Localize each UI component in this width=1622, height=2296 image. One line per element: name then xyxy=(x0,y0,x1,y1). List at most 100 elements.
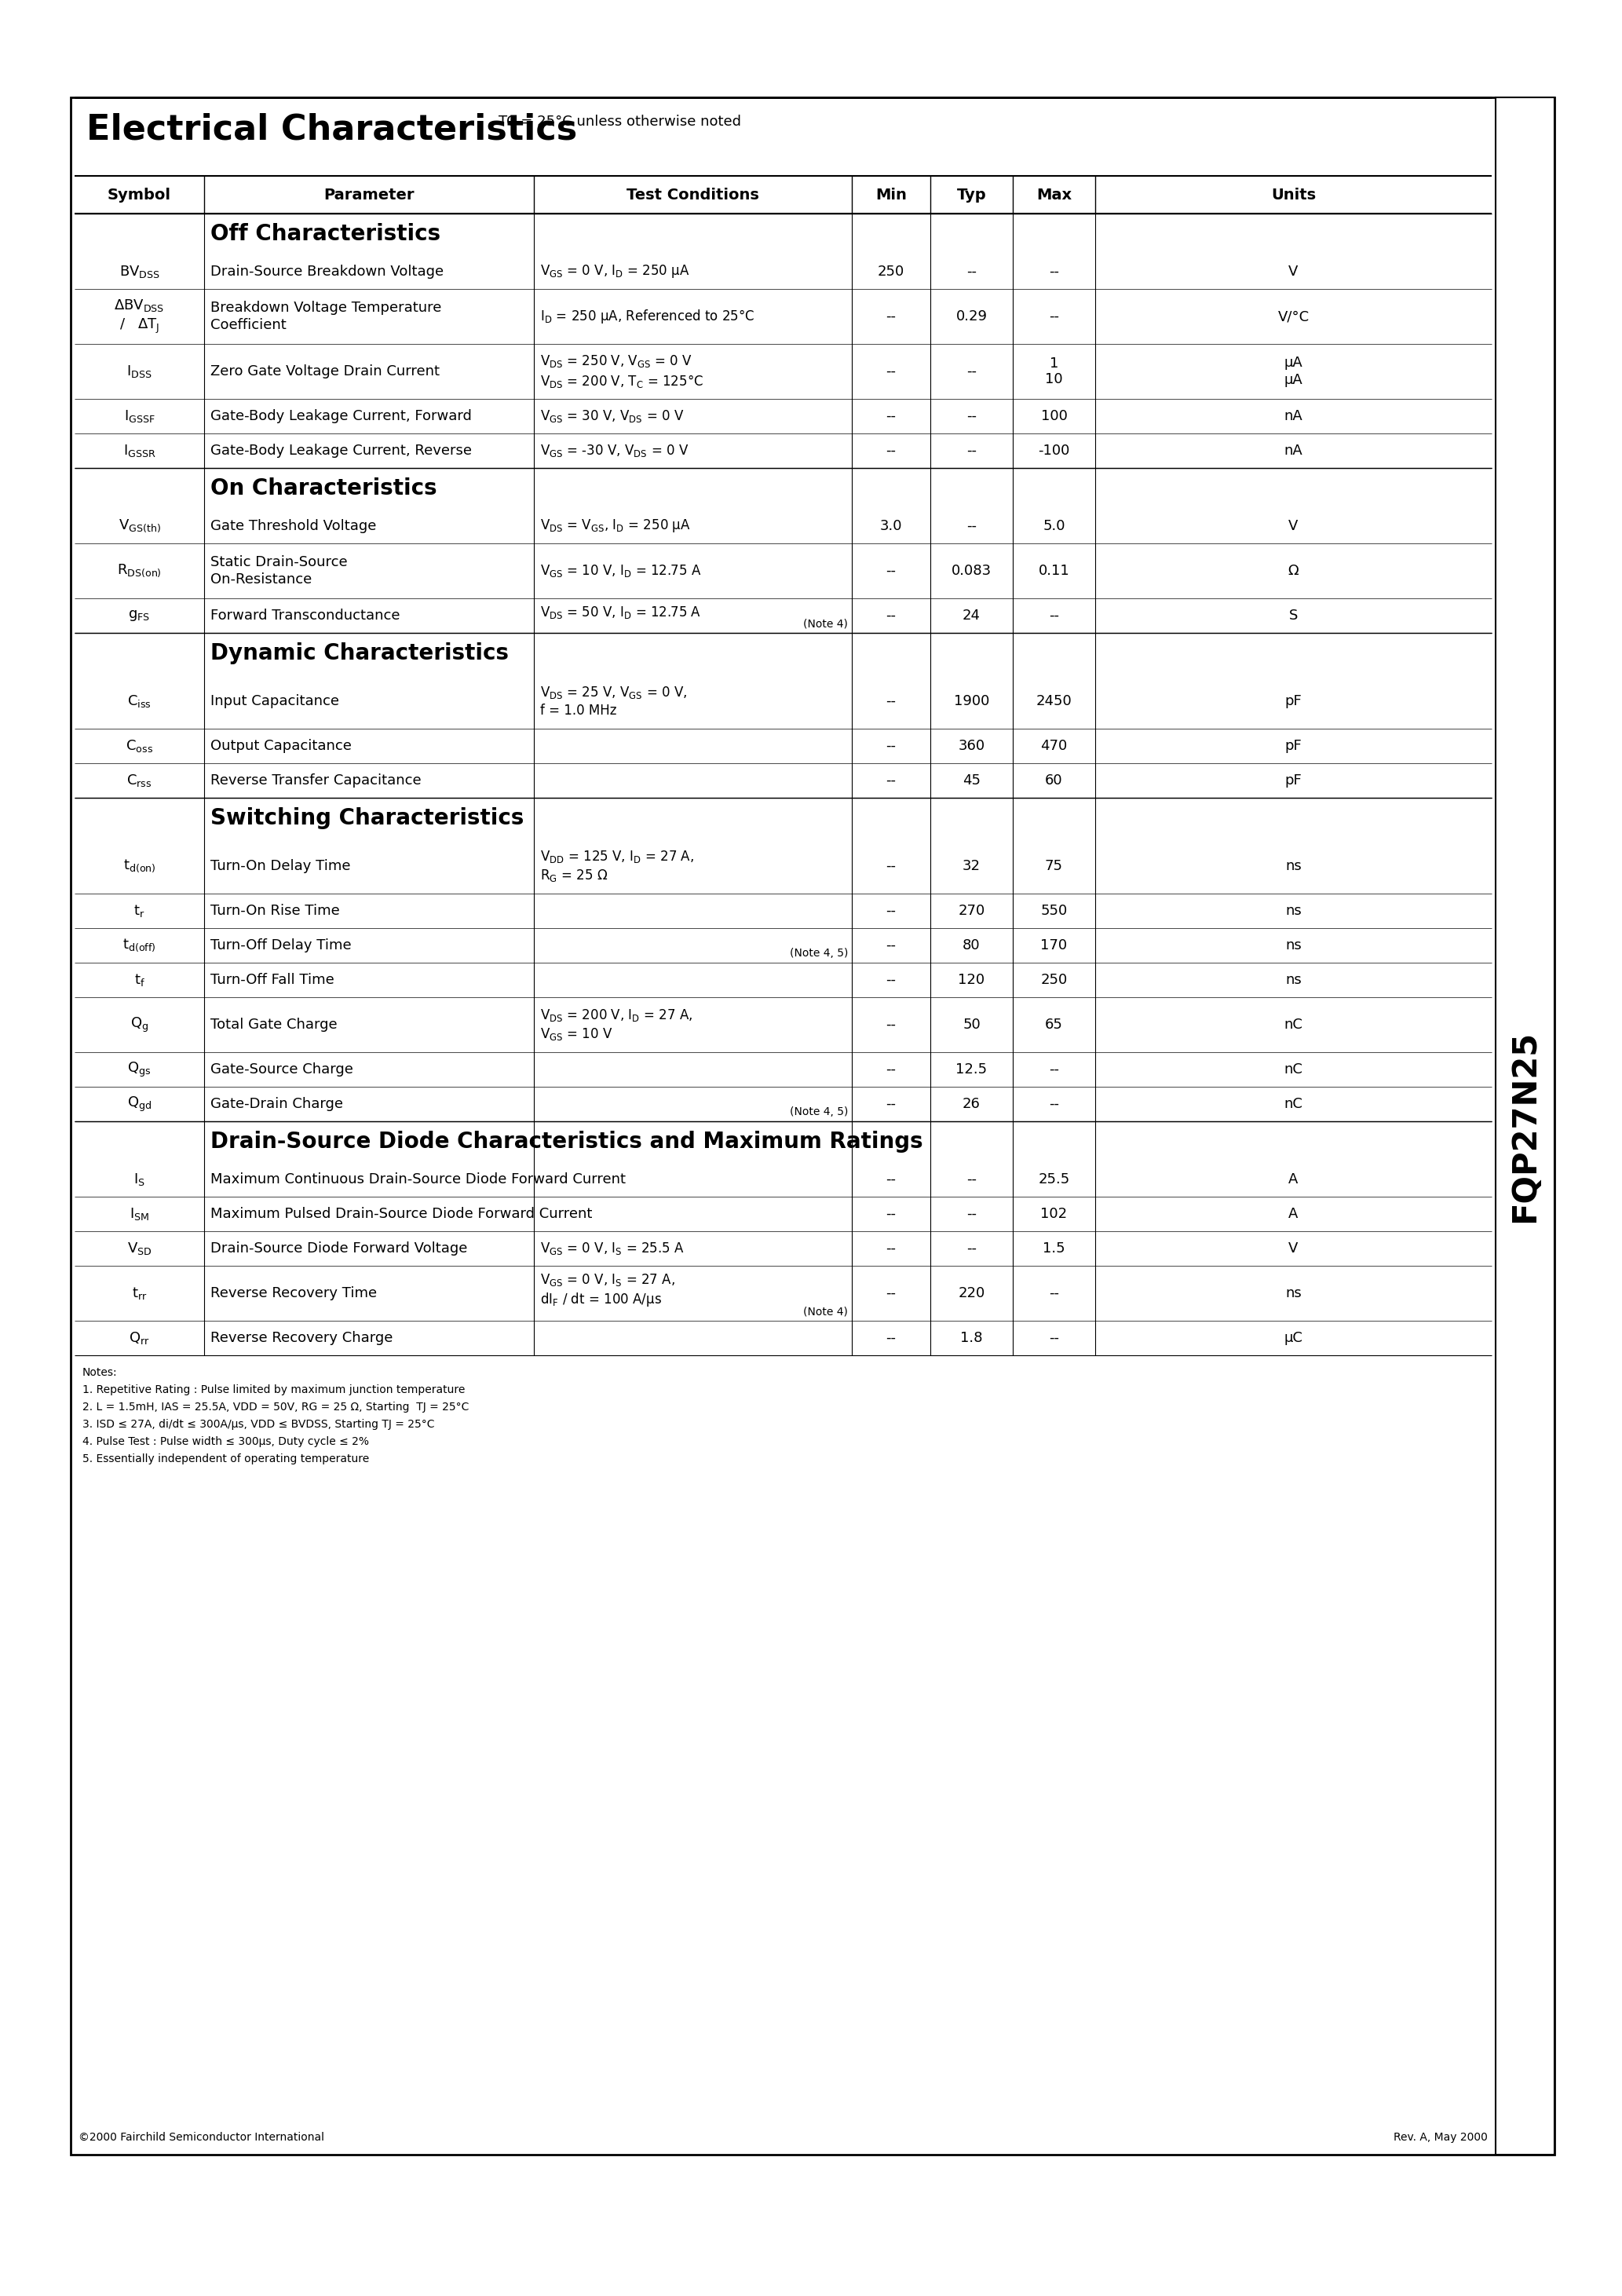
Text: --: -- xyxy=(967,1208,976,1221)
Text: --: -- xyxy=(1049,1097,1059,1111)
Text: A: A xyxy=(1288,1208,1298,1221)
Text: V$_{\mathregular{GS}}$ = 10 V, I$_{\mathregular{D}}$ = 12.75 A: V$_{\mathregular{GS}}$ = 10 V, I$_{\math… xyxy=(540,563,701,579)
Text: 250: 250 xyxy=(878,264,905,278)
Text: --: -- xyxy=(886,739,897,753)
Text: nC: nC xyxy=(1285,1063,1302,1077)
Text: Gate-Drain Charge: Gate-Drain Charge xyxy=(211,1097,344,1111)
Text: V$_{\mathregular{GS}}$ = -30 V, V$_{\mathregular{DS}}$ = 0 V: V$_{\mathregular{GS}}$ = -30 V, V$_{\mat… xyxy=(540,443,689,459)
Text: ns: ns xyxy=(1285,859,1301,872)
Text: μA
μA: μA μA xyxy=(1285,356,1302,388)
Text: C$_{\mathregular{oss}}$: C$_{\mathregular{oss}}$ xyxy=(125,737,152,753)
Text: --: -- xyxy=(886,365,897,379)
Text: V$_{\mathregular{DS}}$ = V$_{\mathregular{GS}}$, I$_{\mathregular{D}}$ = 250 μA: V$_{\mathregular{DS}}$ = V$_{\mathregula… xyxy=(540,519,691,535)
Text: Gate-Source Charge: Gate-Source Charge xyxy=(211,1063,354,1077)
Text: 100: 100 xyxy=(1041,409,1067,422)
Bar xyxy=(71,96,1554,2154)
Text: 25.5: 25.5 xyxy=(1038,1173,1071,1187)
Text: --: -- xyxy=(967,1173,976,1187)
Text: 60: 60 xyxy=(1045,774,1062,788)
Text: V$_{\mathregular{DS}}$ = 25 V, V$_{\mathregular{GS}}$ = 0 V,
f = 1.0 MHz: V$_{\mathregular{DS}}$ = 25 V, V$_{\math… xyxy=(540,684,688,719)
Text: Drain-Source Diode Forward Voltage: Drain-Source Diode Forward Voltage xyxy=(211,1242,467,1256)
Text: Max: Max xyxy=(1036,188,1072,202)
Text: Turn-On Delay Time: Turn-On Delay Time xyxy=(211,859,350,872)
Text: --: -- xyxy=(967,443,976,457)
Text: t$_{\mathregular{d(off)}}$: t$_{\mathregular{d(off)}}$ xyxy=(123,937,156,953)
Text: 2. L = 1.5mH, IAS = 25.5A, VDD = 50V, RG = 25 Ω, Starting  TJ = 25°C: 2. L = 1.5mH, IAS = 25.5A, VDD = 50V, RG… xyxy=(83,1401,469,1412)
Text: --: -- xyxy=(886,774,897,788)
Text: Static Drain-Source
On-Resistance: Static Drain-Source On-Resistance xyxy=(211,556,347,588)
Text: 80: 80 xyxy=(963,939,980,953)
Text: --: -- xyxy=(967,519,976,533)
Text: 5.0: 5.0 xyxy=(1043,519,1066,533)
Text: g$_{\mathregular{FS}}$: g$_{\mathregular{FS}}$ xyxy=(128,608,151,622)
Text: V$_{\mathregular{SD}}$: V$_{\mathregular{SD}}$ xyxy=(127,1240,152,1256)
Text: Reverse Transfer Capacitance: Reverse Transfer Capacitance xyxy=(211,774,422,788)
Text: I$_{\mathregular{DSS}}$: I$_{\mathregular{DSS}}$ xyxy=(127,363,152,379)
Text: pF: pF xyxy=(1285,774,1302,788)
Text: --: -- xyxy=(886,310,897,324)
Text: Total Gate Charge: Total Gate Charge xyxy=(211,1017,337,1031)
Text: ns: ns xyxy=(1285,974,1301,987)
Text: Typ: Typ xyxy=(957,188,986,202)
Text: 470: 470 xyxy=(1041,739,1067,753)
Text: 2450: 2450 xyxy=(1036,693,1072,707)
Text: 1
10: 1 10 xyxy=(1045,356,1062,386)
Text: Output Capacitance: Output Capacitance xyxy=(211,739,352,753)
Text: --: -- xyxy=(967,409,976,422)
Text: --: -- xyxy=(886,1208,897,1221)
Text: Maximum Continuous Drain-Source Diode Forward Current: Maximum Continuous Drain-Source Diode Fo… xyxy=(211,1173,626,1187)
Text: C$_{\mathregular{iss}}$: C$_{\mathregular{iss}}$ xyxy=(127,693,151,709)
Text: Reverse Recovery Charge: Reverse Recovery Charge xyxy=(211,1332,393,1345)
Text: 26: 26 xyxy=(962,1097,981,1111)
Text: V/°C: V/°C xyxy=(1278,310,1309,324)
Text: (Note 4): (Note 4) xyxy=(803,1306,848,1318)
Text: --: -- xyxy=(886,1063,897,1077)
Text: FQP27N25: FQP27N25 xyxy=(1508,1031,1541,1221)
Text: μC: μC xyxy=(1285,1332,1302,1345)
Text: 170: 170 xyxy=(1041,939,1067,953)
Text: Test Conditions: Test Conditions xyxy=(626,188,759,202)
Text: --: -- xyxy=(1049,1063,1059,1077)
Text: --: -- xyxy=(886,608,897,622)
Text: Q$_{\mathregular{g}}$: Q$_{\mathregular{g}}$ xyxy=(130,1015,149,1033)
Text: S: S xyxy=(1289,608,1298,622)
Text: 120: 120 xyxy=(959,974,985,987)
Text: Ω: Ω xyxy=(1288,565,1299,579)
Text: --: -- xyxy=(886,1332,897,1345)
Text: I$_{\mathregular{S}}$: I$_{\mathregular{S}}$ xyxy=(133,1171,146,1187)
Text: Symbol: Symbol xyxy=(107,188,172,202)
Text: Off Characteristics: Off Characteristics xyxy=(211,223,441,246)
Text: 5. Essentially independent of operating temperature: 5. Essentially independent of operating … xyxy=(83,1453,370,1465)
Text: V$_{\mathregular{GS}}$ = 0 V, I$_{\mathregular{S}}$ = 27 A,
dI$_{\mathregular{F}: V$_{\mathregular{GS}}$ = 0 V, I$_{\mathr… xyxy=(540,1272,675,1309)
Text: Input Capacitance: Input Capacitance xyxy=(211,693,339,707)
Text: Drain-Source Breakdown Voltage: Drain-Source Breakdown Voltage xyxy=(211,264,444,278)
Text: t$_{\mathregular{r}}$: t$_{\mathregular{r}}$ xyxy=(133,902,144,918)
Text: V: V xyxy=(1288,1242,1298,1256)
Text: pF: pF xyxy=(1285,693,1302,707)
Text: V$_{\mathregular{GS}}$ = 0 V, I$_{\mathregular{S}}$ = 25.5 A: V$_{\mathregular{GS}}$ = 0 V, I$_{\mathr… xyxy=(540,1240,684,1256)
Text: ΔBV$_{\mathregular{DSS}}$
/   ΔT$_{\mathregular{J}}$: ΔBV$_{\mathregular{DSS}}$ / ΔT$_{\mathre… xyxy=(114,298,164,335)
Text: --: -- xyxy=(886,693,897,707)
Text: --: -- xyxy=(967,1242,976,1256)
Text: 24: 24 xyxy=(962,608,981,622)
Text: V$_{\mathregular{DD}}$ = 125 V, I$_{\mathregular{D}}$ = 27 A,
R$_{\mathregular{G: V$_{\mathregular{DD}}$ = 125 V, I$_{\mat… xyxy=(540,850,694,884)
Text: I$_{\mathregular{GSSR}}$: I$_{\mathregular{GSSR}}$ xyxy=(123,443,156,459)
Text: --: -- xyxy=(886,859,897,872)
Text: V$_{\mathregular{DS}}$ = 200 V, I$_{\mathregular{D}}$ = 27 A,
V$_{\mathregular{G: V$_{\mathregular{DS}}$ = 200 V, I$_{\mat… xyxy=(540,1008,693,1042)
Text: Notes:: Notes: xyxy=(83,1366,117,1378)
Text: Maximum Pulsed Drain-Source Diode Forward Current: Maximum Pulsed Drain-Source Diode Forwar… xyxy=(211,1208,592,1221)
Text: ns: ns xyxy=(1285,1286,1301,1300)
Text: 0.083: 0.083 xyxy=(952,565,991,579)
Text: --: -- xyxy=(1049,608,1059,622)
Text: 550: 550 xyxy=(1041,905,1067,918)
Text: --: -- xyxy=(886,1017,897,1031)
Text: ns: ns xyxy=(1285,939,1301,953)
Text: --: -- xyxy=(886,565,897,579)
Text: Gate-Body Leakage Current, Reverse: Gate-Body Leakage Current, Reverse xyxy=(211,443,472,457)
Text: V$_{\mathregular{GS(th)}}$: V$_{\mathregular{GS(th)}}$ xyxy=(118,519,161,535)
Text: nA: nA xyxy=(1285,409,1302,422)
Text: 75: 75 xyxy=(1045,859,1062,872)
Text: Forward Transconductance: Forward Transconductance xyxy=(211,608,401,622)
Text: --: -- xyxy=(886,939,897,953)
Text: A: A xyxy=(1288,1173,1298,1187)
